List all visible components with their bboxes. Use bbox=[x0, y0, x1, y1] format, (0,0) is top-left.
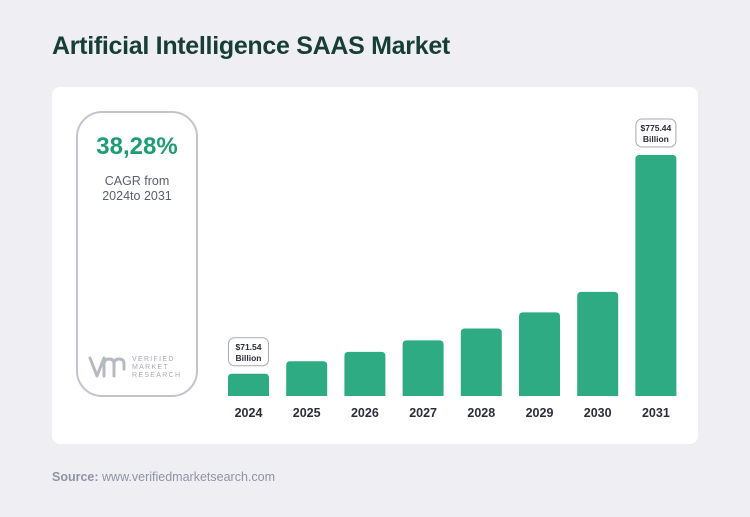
data-label-value-2031: $775.44 bbox=[641, 123, 672, 133]
data-label-value-2024: $71.54 bbox=[236, 342, 262, 352]
data-label-box-2024 bbox=[228, 337, 269, 367]
x-tick-label-2030: 2030 bbox=[584, 406, 612, 420]
source-footer: Source: www.verifiedmarketsearch.com bbox=[52, 470, 275, 484]
bar-2028 bbox=[460, 328, 502, 396]
vmr-logo: VERIFIED MARKET RESEARCH bbox=[88, 353, 198, 383]
cagr-label-line1: CAGR from bbox=[104, 174, 170, 188]
logo-line-verified: VERIFIED bbox=[132, 356, 175, 363]
vmr-logo-icon bbox=[88, 356, 126, 378]
bar-2026 bbox=[344, 351, 386, 396]
data-label-unit-2031: Billion bbox=[643, 134, 669, 144]
logo-line-market: MARKET bbox=[132, 364, 169, 371]
data-label-box-2031 bbox=[635, 118, 677, 148]
cagr-panel: 38,28% CAGR from 2024to 2031 VERIFIED MA… bbox=[76, 111, 198, 397]
bar-2024 bbox=[228, 373, 269, 396]
bar-2030 bbox=[577, 291, 619, 396]
x-tick-label-2029: 2029 bbox=[526, 406, 554, 420]
cagr-label: CAGR from 2024to 2031 bbox=[78, 174, 196, 204]
data-label-unit-2024: Billion bbox=[236, 353, 262, 363]
x-tick-label-2026: 2026 bbox=[351, 406, 379, 420]
x-tick-label-2024: 2024 bbox=[235, 406, 263, 420]
page-title: Artificial Intelligence SAAS Market bbox=[52, 32, 450, 60]
logo-line-research: RESEARCH bbox=[132, 372, 182, 379]
source-url: www.verifiedmarketsearch.com bbox=[98, 470, 275, 484]
vmr-logo-text: VERIFIED MARKET RESEARCH bbox=[132, 356, 181, 380]
bar-2027 bbox=[402, 340, 444, 396]
source-label: Source: bbox=[52, 470, 99, 484]
bar-2031 bbox=[635, 155, 677, 396]
bar-2029 bbox=[519, 312, 560, 396]
bar-2025 bbox=[286, 361, 328, 396]
x-tick-label-2027: 2027 bbox=[409, 406, 437, 420]
x-tick-label-2031: 2031 bbox=[642, 406, 670, 420]
x-tick-label-2025: 2025 bbox=[293, 406, 321, 420]
x-tick-label-2028: 2028 bbox=[467, 406, 495, 420]
cagr-value: 38,28% bbox=[96, 133, 178, 160]
cagr-label-line2: 2024to 2031 bbox=[102, 189, 172, 203]
